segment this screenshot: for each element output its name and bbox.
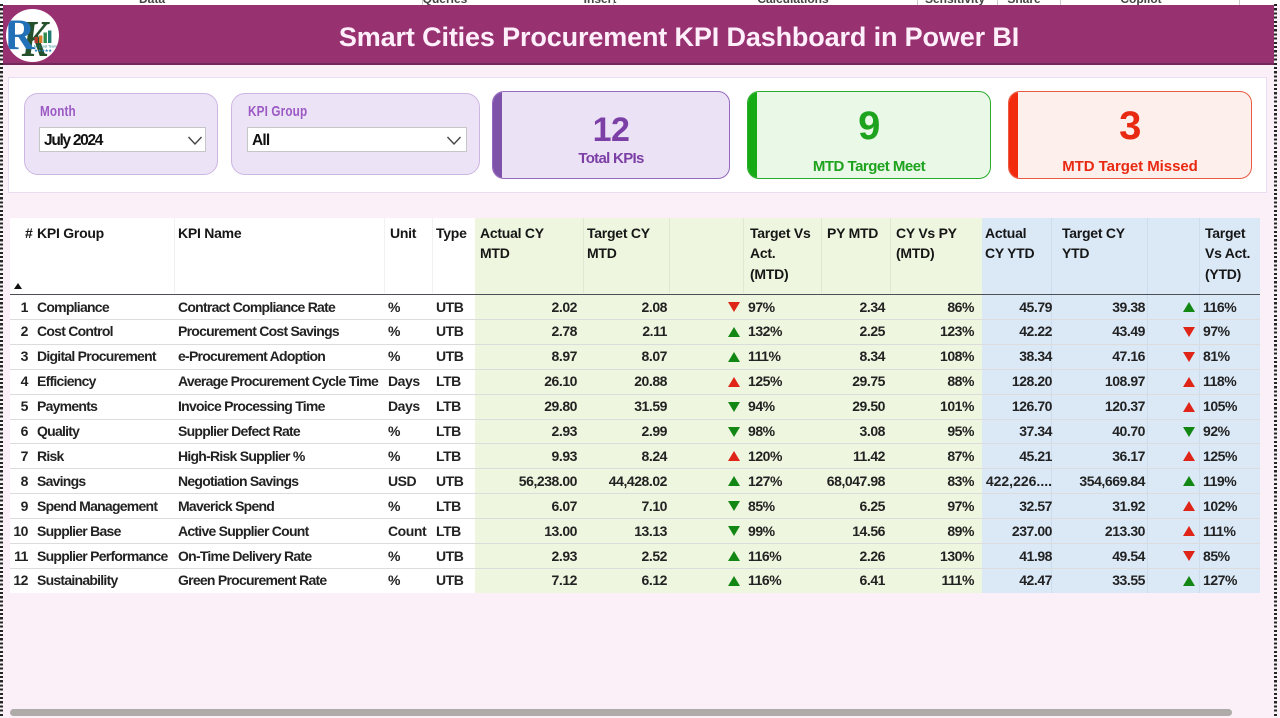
svg-text:An Excel Team: An Excel Team xyxy=(34,45,57,49)
svg-text:★★★★★: ★★★★★ xyxy=(34,48,53,53)
svg-text:R: R xyxy=(6,12,36,59)
